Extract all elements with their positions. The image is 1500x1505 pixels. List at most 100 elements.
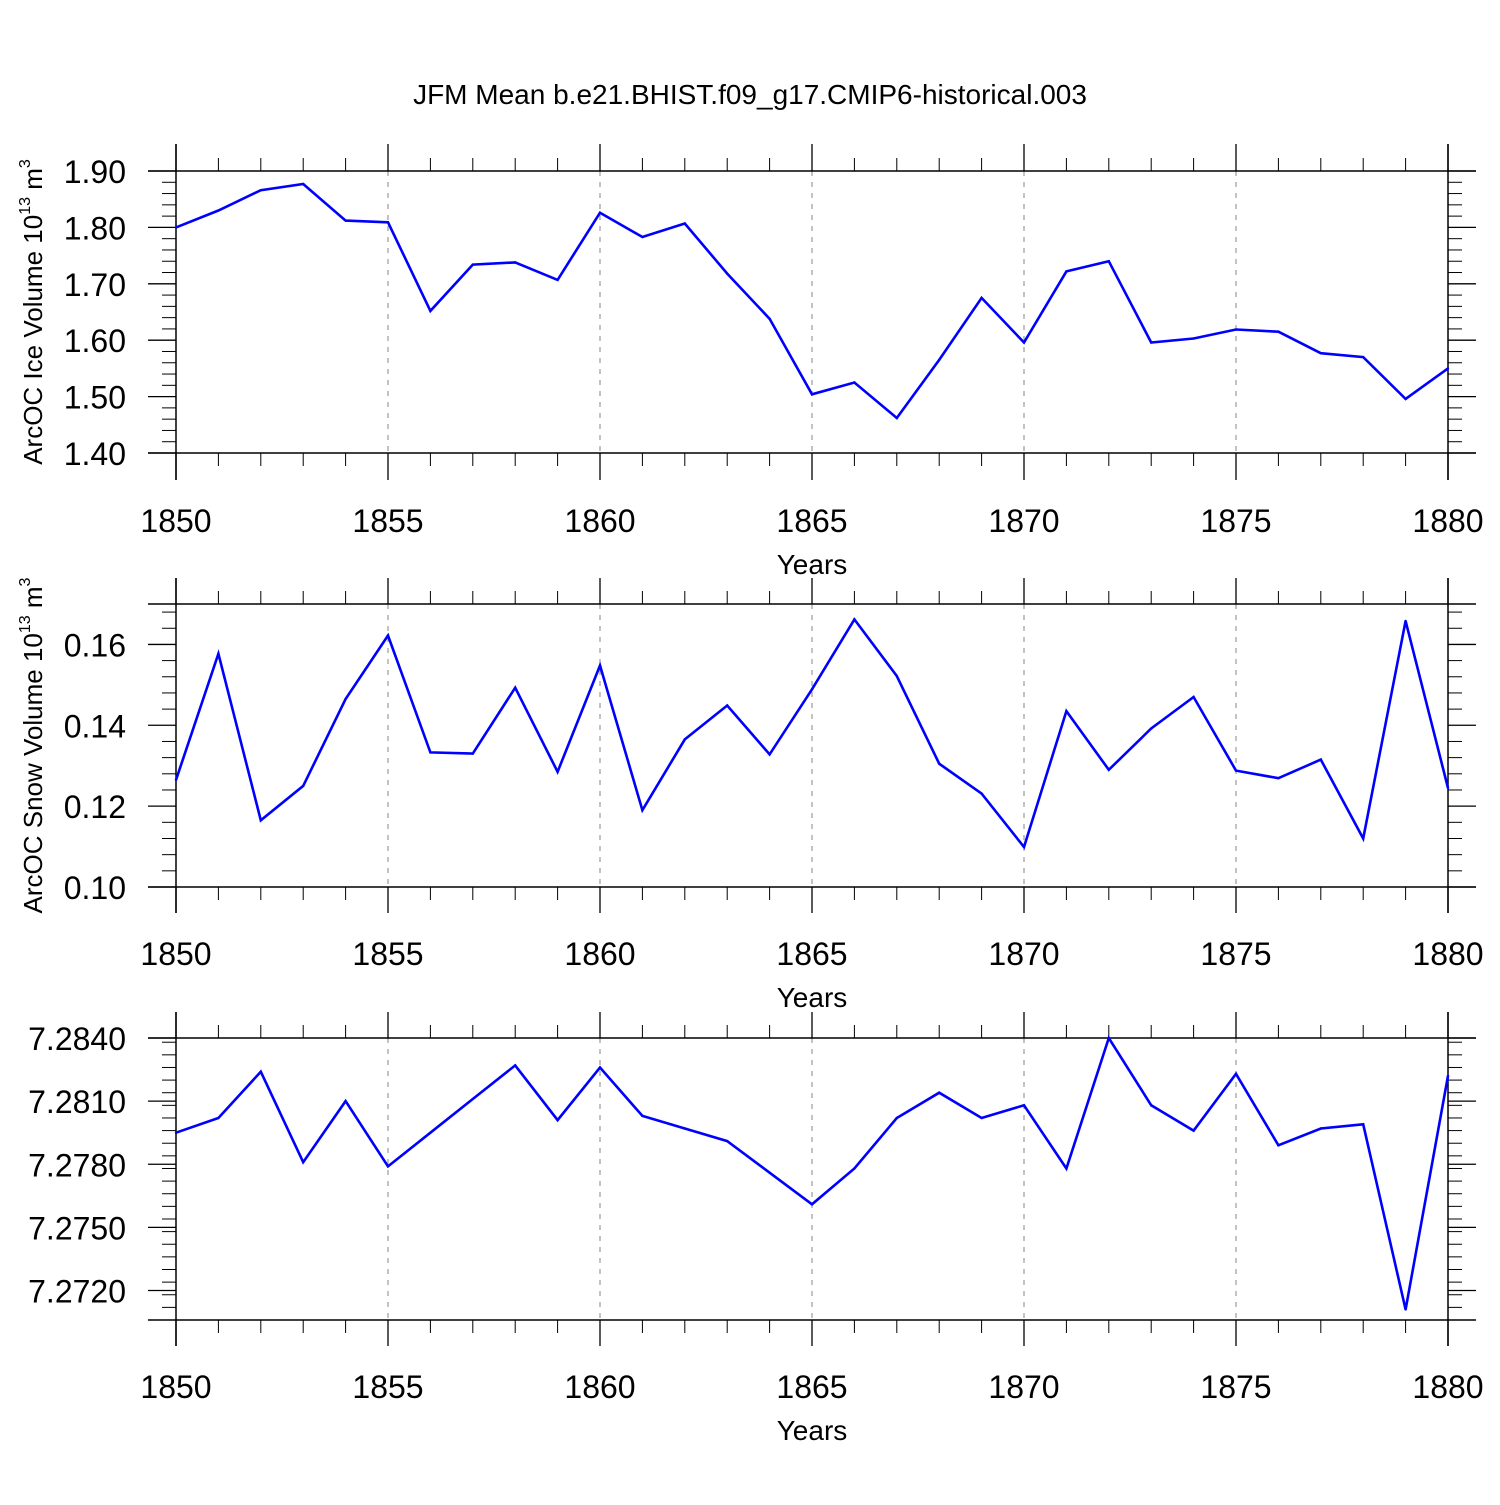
data-point <box>641 808 644 812</box>
data-point <box>1022 1104 1026 1107</box>
data-point <box>514 1064 517 1067</box>
data-point <box>1446 367 1450 370</box>
data-point <box>514 686 517 689</box>
data-point <box>768 317 771 320</box>
x-tick-label: 1870 <box>988 936 1059 972</box>
data-point <box>1446 1074 1450 1078</box>
x-tick-label: 1880 <box>1412 936 1483 972</box>
data-point <box>174 778 178 782</box>
x-tick-label: 1875 <box>1200 503 1271 539</box>
x-tick-label: 1855 <box>352 936 423 972</box>
data-point <box>1022 845 1026 849</box>
x-tick-label: 1870 <box>988 1369 1059 1405</box>
data-point <box>1150 727 1153 730</box>
data-point <box>980 1116 983 1120</box>
data-point <box>853 618 856 621</box>
x-tick-label: 1875 <box>1200 1369 1271 1405</box>
data-point <box>810 688 814 691</box>
x-tick-label: 1850 <box>140 936 211 972</box>
data-point <box>1404 397 1407 401</box>
y-tick-label: 1.50 <box>64 380 126 416</box>
data-point <box>1107 260 1111 263</box>
figure-title: JFM Mean b.e21.BHIST.f09_g17.CMIP6-histo… <box>413 79 1087 110</box>
data-point <box>1192 695 1195 699</box>
x-tick-label: 1865 <box>776 1369 847 1405</box>
y-tick-label: 1.40 <box>64 436 126 472</box>
y-axis-label-main: ArcOC Snow Volume 10 <box>18 633 48 913</box>
panel-3: 7.2720 7.2750 7.2780 7.2810 7.2840 1850 1855 18… <box>28 1012 1484 1446</box>
y-tick-label: 0.14 <box>64 708 126 744</box>
data-point <box>1234 328 1238 331</box>
x-tick-label: 1880 <box>1412 1369 1483 1405</box>
data-point <box>1404 1308 1407 1311</box>
data-point <box>726 272 729 275</box>
x-tick-label: 1865 <box>776 503 847 539</box>
data-point <box>1362 355 1365 359</box>
data-point <box>853 381 856 384</box>
data-point <box>895 674 898 678</box>
data-point <box>768 1171 771 1174</box>
data-point <box>726 1139 729 1143</box>
x-axis-label: Years <box>777 982 848 1013</box>
data-point <box>598 664 602 667</box>
data-point <box>1277 777 1280 780</box>
data-point <box>980 296 983 300</box>
panel-2: 0.10 0.12 0.14 0.16 1850 1855 1860 1865 1870 1875… <box>17 577 1484 1013</box>
x-axis-label: Years <box>777 1415 848 1446</box>
data-point <box>174 226 178 229</box>
x-tick-label: 1875 <box>1200 936 1271 972</box>
data-point <box>174 1131 178 1134</box>
x-tick-label: 1850 <box>140 503 211 539</box>
x-tick-label: 1865 <box>776 936 847 972</box>
y-tick-label: 0.16 <box>64 627 126 663</box>
data-point <box>895 1116 898 1120</box>
data-point <box>853 1167 856 1170</box>
data-point <box>1319 1127 1323 1130</box>
data-point <box>386 221 390 224</box>
data-point <box>344 219 347 222</box>
x-axis-label: Years <box>777 549 848 580</box>
data-point <box>1404 619 1407 623</box>
y-tick-label: 7.2810 <box>28 1084 126 1120</box>
data-point <box>1192 1129 1195 1132</box>
data-point <box>429 1131 432 1134</box>
y-axis-label-unit: m <box>18 168 48 197</box>
y-axis-label-unit-exponent: 3 <box>17 577 34 586</box>
data-point <box>810 1203 814 1206</box>
data-point <box>598 1066 602 1069</box>
data-point <box>1022 341 1026 344</box>
y-axis-label-exponent: 13 <box>17 615 34 633</box>
data-point <box>1277 330 1280 333</box>
data-point <box>556 770 559 773</box>
y-axis-label-unit: m <box>18 586 48 615</box>
data-point <box>1065 1167 1068 1170</box>
data-point <box>302 784 305 788</box>
data-point <box>895 416 898 420</box>
data-point <box>1192 337 1195 340</box>
x-tick-label: 1855 <box>352 503 423 539</box>
data-point <box>726 704 729 707</box>
data-point <box>641 235 644 239</box>
x-tick-label: 1880 <box>1412 503 1483 539</box>
data-point <box>1362 837 1365 840</box>
data-point <box>810 393 814 396</box>
y-axis-label-unit-exponent: 3 <box>17 159 34 168</box>
data-point <box>344 1099 347 1103</box>
data-point <box>429 309 432 313</box>
x-tick-label: 1855 <box>352 1369 423 1405</box>
data-point <box>1319 351 1323 355</box>
data-point <box>938 358 941 362</box>
data-point <box>683 1127 686 1130</box>
data-point <box>1319 758 1323 761</box>
data-point <box>598 211 602 214</box>
data-point <box>641 1114 644 1118</box>
data-point <box>980 792 983 795</box>
data-point <box>556 1118 559 1122</box>
x-tick-label: 1870 <box>988 503 1059 539</box>
data-point <box>217 652 220 655</box>
data-point <box>1234 769 1238 772</box>
y-tick-label: 0.12 <box>64 789 126 825</box>
x-tick-label: 1860 <box>564 936 635 972</box>
